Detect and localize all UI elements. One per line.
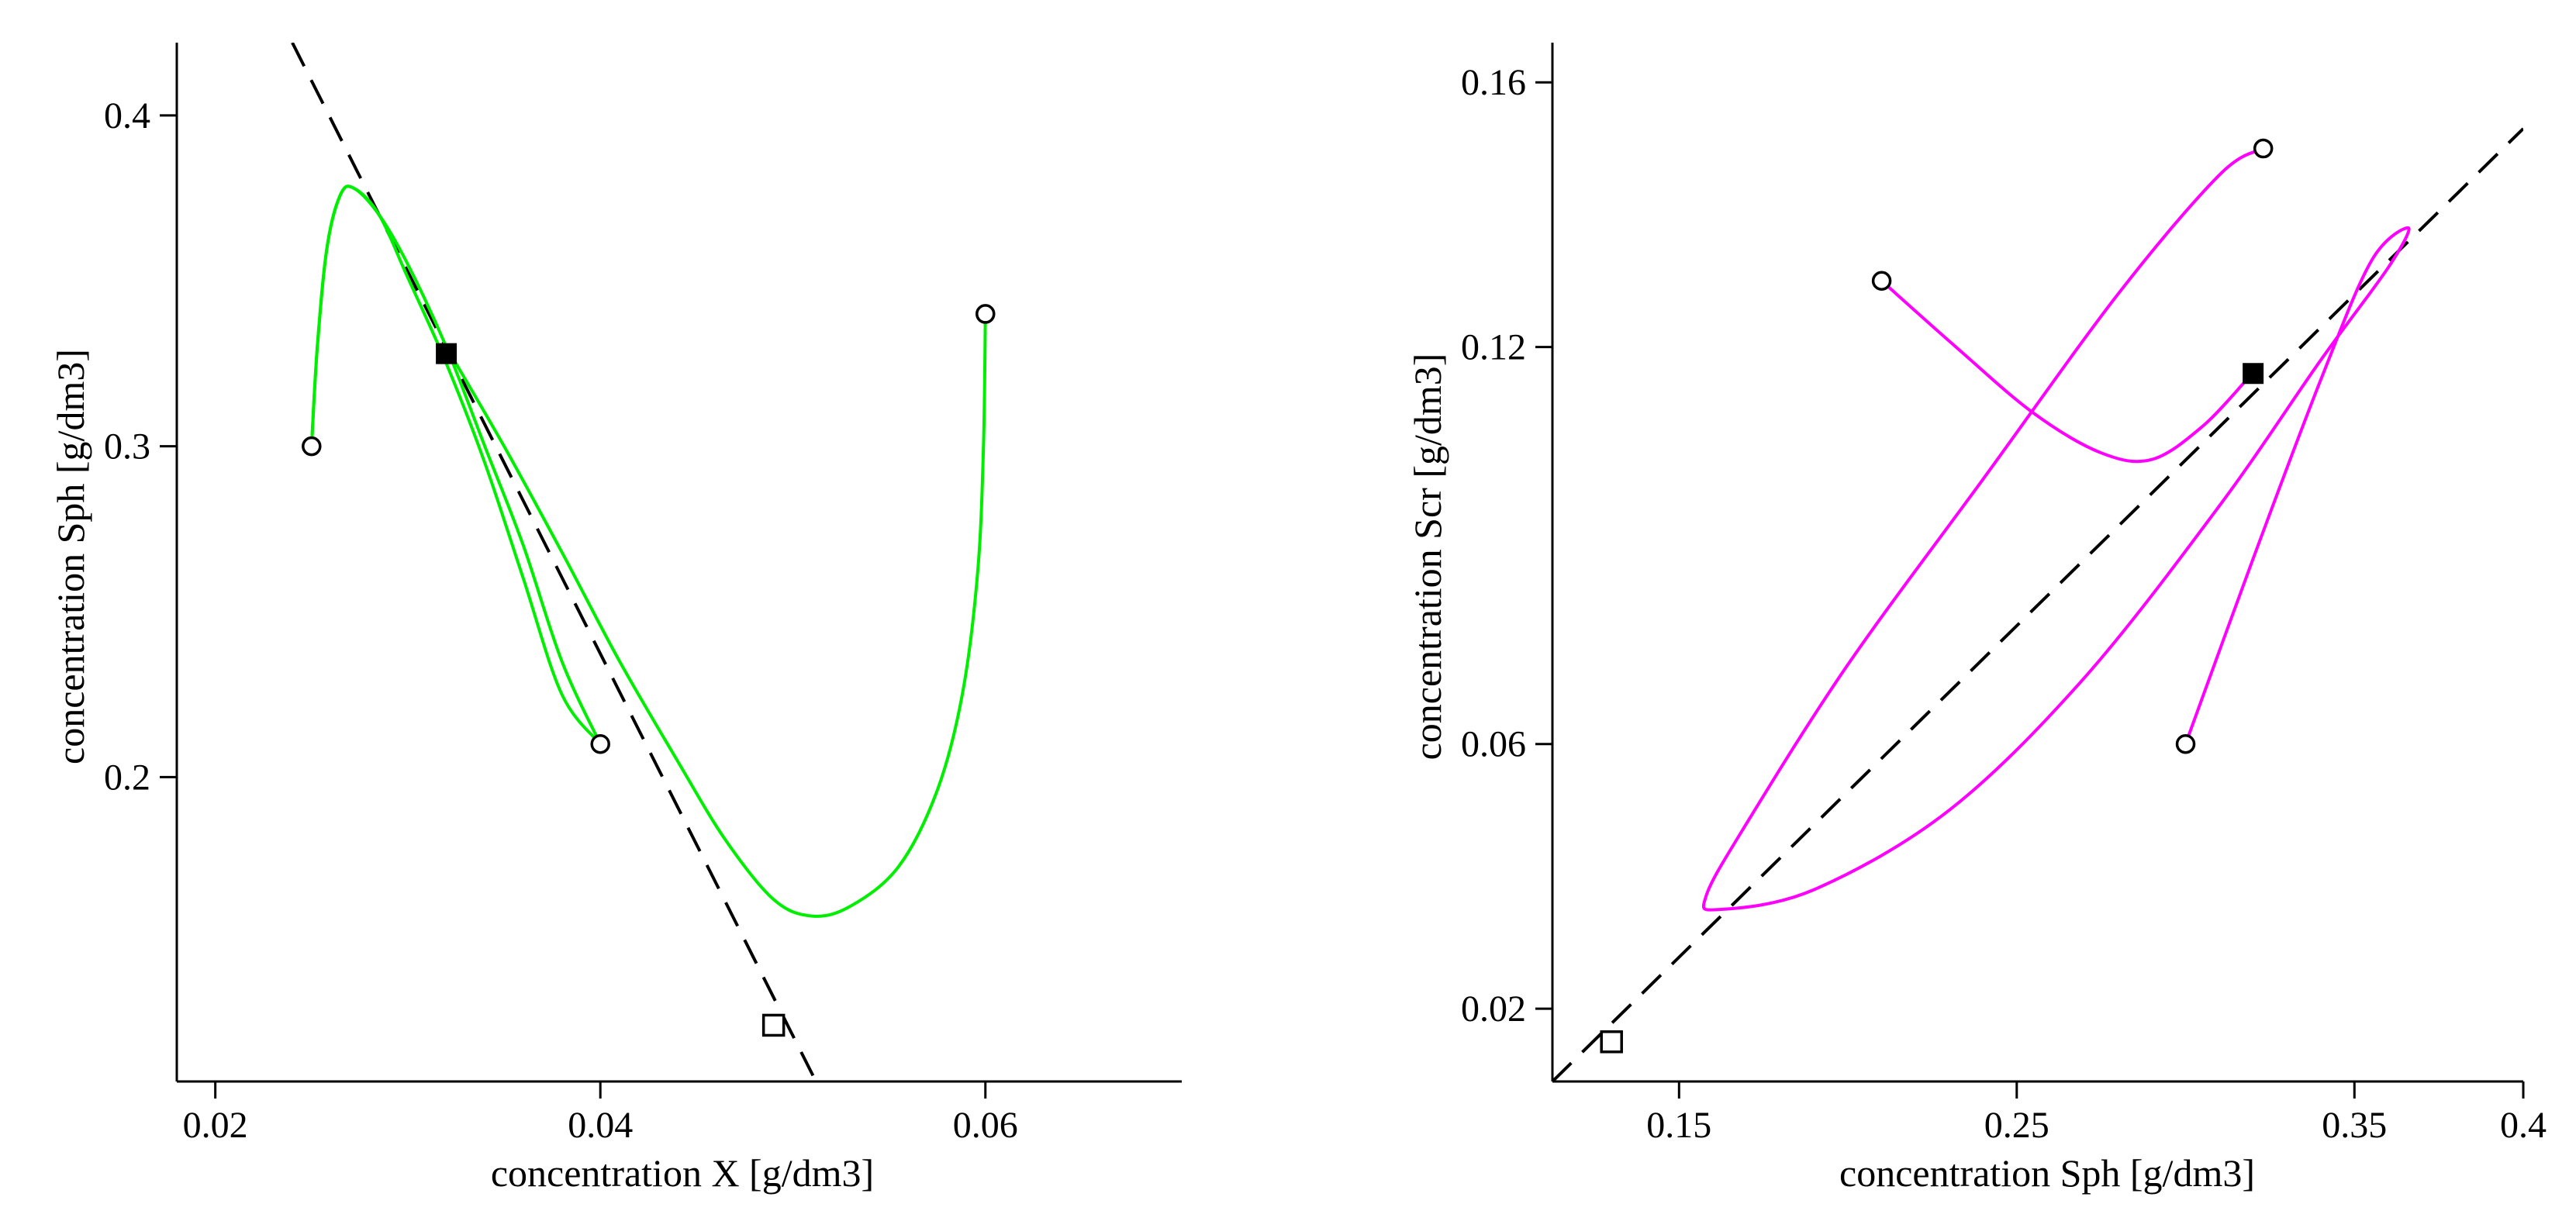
left-trajectory-traj-2	[309, 185, 603, 745]
right-y-tick-label: 0.12	[1461, 327, 1526, 368]
right-x-tick-label: 0.4	[2500, 1105, 2547, 1146]
right-y-tick-label: 0.16	[1461, 62, 1526, 103]
right-y-tick-label: 0.02	[1461, 988, 1526, 1030]
right-steady-state-line	[1552, 127, 2523, 1081]
left-trajectory-traj-3	[444, 313, 987, 918]
left-y-axis-title: concentration Sph [g/dm3]	[49, 349, 92, 764]
left-y-tick-label: 0.4	[104, 95, 150, 136]
left-y-tick-label: 0.2	[104, 757, 150, 798]
left-y-tick-label: 0.3	[104, 426, 150, 467]
right-steady-state-filled	[2243, 363, 2264, 385]
left-initial-point	[975, 304, 996, 324]
right-initial-point	[1871, 271, 1892, 291]
left-initial-point	[302, 436, 322, 457]
right-steady-state-open	[1600, 1030, 1623, 1054]
right-y-tick-label: 0.06	[1461, 724, 1526, 765]
left-trajectory-traj-1	[309, 185, 602, 745]
left-initial-point	[590, 733, 610, 754]
right-y-axis-title: concentration Scr [g/dm3]	[1406, 354, 1449, 761]
right-initial-point	[2253, 138, 2274, 159]
right-x-tick-label: 0.25	[1984, 1105, 2049, 1146]
right-plot: 0.15 0.25 0.35 0.4 0.02 0.06 0.12 0.16 concentr…	[1406, 43, 2547, 1195]
left-x-axis-title: concentration X [g/dm3]	[491, 1151, 874, 1195]
left-steady-state-line	[291, 43, 818, 1081]
right-x-tick-label: 0.15	[1646, 1105, 1711, 1146]
left-x-tick-label: 0.04	[568, 1105, 633, 1146]
left-x-tick-label: 0.06	[953, 1105, 1018, 1146]
right-trajectory-traj-2	[1880, 279, 2248, 464]
right-initial-point	[2175, 733, 2196, 754]
left-x-tick-label: 0.02	[183, 1105, 248, 1146]
left-plot: 0.02 0.04 0.06 0.2 0.3 0.4 concentration X [g…	[49, 43, 1182, 1195]
right-x-axis-title: concentration Sph [g/dm3]	[1839, 1151, 2255, 1195]
right-trajectory-traj-1	[1701, 147, 2411, 912]
left-steady-state-open	[761, 1013, 786, 1037]
right-x-tick-label: 0.35	[2322, 1105, 2387, 1146]
left-steady-state-filled	[436, 343, 458, 364]
